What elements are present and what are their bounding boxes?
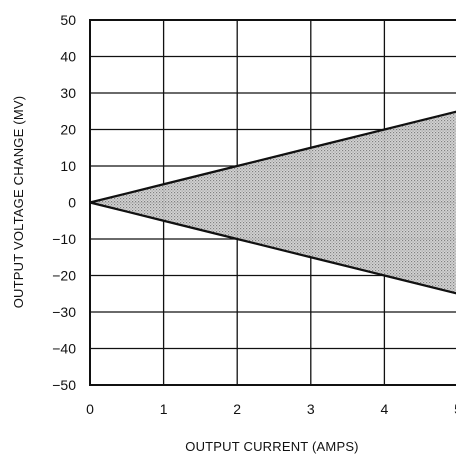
- y-tick-labels: 50 40 30 20 10 0 −10 −20 −30 −40 −50: [52, 12, 76, 393]
- y-axis-title: OUTPUT VOLTAGE CHANGE (MV): [11, 96, 26, 309]
- x-tick-label-3: 3: [307, 401, 315, 417]
- y-tick-label-10: 10: [60, 158, 76, 174]
- y-tick-label--50: −50: [52, 377, 76, 393]
- shaded-region: [90, 111, 456, 294]
- x-tick-label-1: 1: [160, 401, 168, 417]
- y-tick-label--20: −20: [52, 268, 76, 284]
- x-tick-label-4: 4: [381, 401, 389, 417]
- y-tick-label-50: 50: [60, 12, 76, 28]
- x-axis-title: OUTPUT CURRENT (AMPS): [185, 439, 358, 454]
- y-tick-label--10: −10: [52, 231, 76, 247]
- y-tick-label-0: 0: [68, 195, 76, 211]
- y-tick-label--30: −30: [52, 304, 76, 320]
- x-tick-label-0: 0: [86, 401, 94, 417]
- y-tick-label--40: −40: [52, 341, 76, 357]
- x-tick-label-2: 2: [233, 401, 241, 417]
- y-tick-label-40: 40: [60, 49, 76, 65]
- y-tick-label-30: 30: [60, 85, 76, 101]
- y-tick-label-20: 20: [60, 122, 76, 138]
- shaded-region-group: [90, 111, 456, 294]
